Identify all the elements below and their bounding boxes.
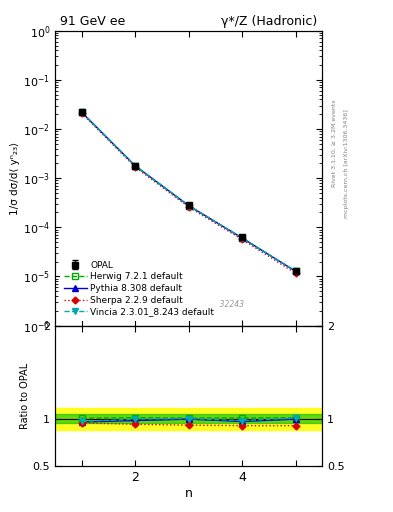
Text: OPAL_2004_S6132243: OPAL_2004_S6132243: [159, 299, 245, 308]
Herwig 7.2.1 default: [186, 203, 191, 209]
Sherpa 2.2.9 default: [133, 164, 138, 170]
Herwig 7.2.1 default: [240, 235, 244, 241]
Sherpa 2.2.9 default: [79, 110, 84, 116]
Pythia 8.308 default: [133, 163, 138, 169]
Y-axis label: Ratio to OPAL: Ratio to OPAL: [20, 362, 30, 429]
X-axis label: n: n: [185, 486, 193, 500]
Vincia 2.3.01_8.243 default: [240, 235, 244, 241]
Line: Sherpa 2.2.9 default: Sherpa 2.2.9 default: [79, 111, 298, 275]
Herwig 7.2.1 default: [133, 163, 138, 169]
Vincia 2.3.01_8.243 default: [186, 203, 191, 209]
Line: Pythia 8.308 default: Pythia 8.308 default: [79, 110, 298, 274]
Pythia 8.308 default: [240, 235, 244, 241]
Pythia 8.308 default: [186, 203, 191, 209]
Herwig 7.2.1 default: [79, 109, 84, 115]
Sherpa 2.2.9 default: [186, 204, 191, 210]
Text: γ*/Z (Hadronic): γ*/Z (Hadronic): [220, 15, 317, 28]
Vincia 2.3.01_8.243 default: [293, 268, 298, 274]
Line: Vincia 2.3.01_8.243 default: Vincia 2.3.01_8.243 default: [79, 110, 298, 274]
Vincia 2.3.01_8.243 default: [79, 109, 84, 115]
Y-axis label: 1/σ dσ/d⟨ yⁿ₂₃⟩: 1/σ dσ/d⟨ yⁿ₂₃⟩: [10, 141, 20, 215]
Herwig 7.2.1 default: [293, 268, 298, 274]
Pythia 8.308 default: [293, 268, 298, 274]
Sherpa 2.2.9 default: [293, 270, 298, 276]
Sherpa 2.2.9 default: [240, 237, 244, 243]
Text: 91 GeV ee: 91 GeV ee: [61, 15, 126, 28]
Text: Rivet 3.1.10, ≥ 3.2M events: Rivet 3.1.10, ≥ 3.2M events: [332, 99, 337, 187]
Legend: OPAL, Herwig 7.2.1 default, Pythia 8.308 default, Sherpa 2.2.9 default, Vincia 2: OPAL, Herwig 7.2.1 default, Pythia 8.308…: [59, 256, 219, 321]
Line: Herwig 7.2.1 default: Herwig 7.2.1 default: [79, 110, 298, 274]
Text: mcplots.cern.ch [arXiv:1306.3436]: mcplots.cern.ch [arXiv:1306.3436]: [344, 110, 349, 218]
Vincia 2.3.01_8.243 default: [133, 163, 138, 169]
Pythia 8.308 default: [79, 109, 84, 115]
